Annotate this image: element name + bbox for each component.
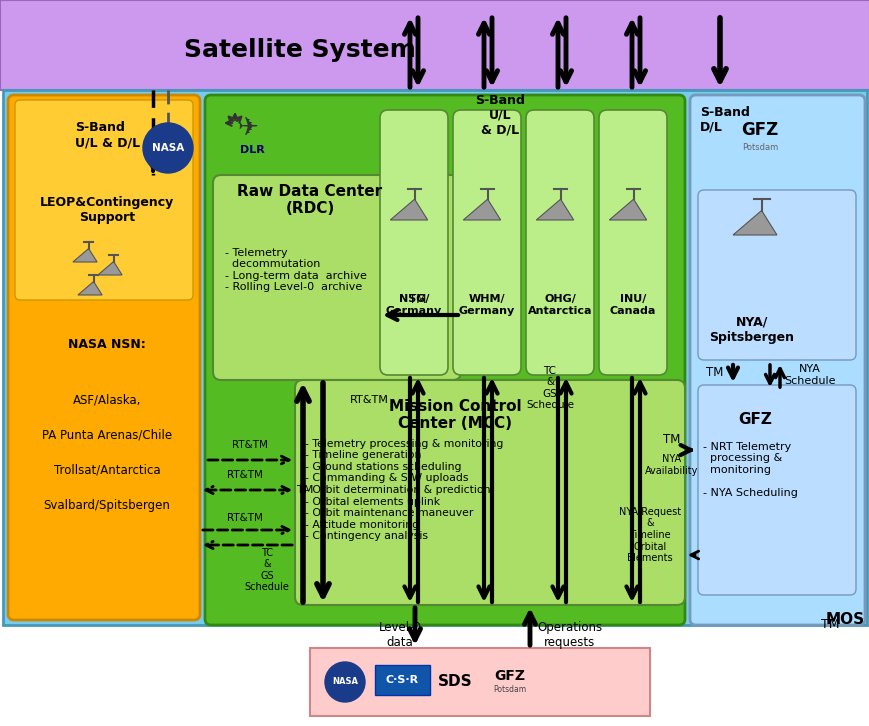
Text: NYA
Availability: NYA Availability (645, 454, 698, 476)
Text: RT&TM: RT&TM (227, 513, 262, 523)
Text: Mission Control
Center (MCC): Mission Control Center (MCC) (388, 399, 521, 431)
Text: TC
&
GS
Schedule: TC & GS Schedule (526, 366, 574, 410)
Text: GFZ: GFZ (740, 121, 778, 139)
Bar (0, 0, 869, 90)
Text: WHM/
Germany: WHM/ Germany (458, 294, 514, 316)
Text: NASA NSN:: NASA NSN: (68, 338, 146, 351)
FancyBboxPatch shape (15, 100, 193, 300)
Text: RT&TM: RT&TM (349, 395, 388, 405)
Text: ASF/Alaska,: ASF/Alaska, (73, 393, 141, 407)
Polygon shape (608, 199, 646, 220)
Polygon shape (463, 199, 501, 220)
Text: Potsdam: Potsdam (493, 685, 526, 695)
Text: ✈: ✈ (237, 116, 258, 140)
Text: Raw Data Center
(RDC): Raw Data Center (RDC) (237, 184, 382, 216)
Text: S-Band
D/L: S-Band D/L (700, 106, 749, 134)
FancyBboxPatch shape (697, 385, 855, 595)
Polygon shape (73, 248, 97, 262)
Text: NASA: NASA (152, 143, 184, 153)
Text: Operations
requests: Operations requests (537, 621, 602, 649)
FancyBboxPatch shape (213, 175, 461, 380)
Text: INU/
Canada: INU/ Canada (609, 294, 655, 316)
Text: NYA/
Spitsbergen: NYA/ Spitsbergen (709, 316, 793, 344)
Polygon shape (78, 282, 102, 295)
Text: NSG/
Germany: NSG/ Germany (386, 294, 441, 316)
Polygon shape (98, 261, 122, 275)
Text: OHG/
Antarctica: OHG/ Antarctica (527, 294, 592, 316)
Text: TM: TM (819, 619, 839, 632)
Text: NASA: NASA (332, 677, 357, 687)
Bar (375, 665, 429, 695)
Bar (3, 90, 866, 625)
Polygon shape (733, 211, 776, 235)
Text: RT&TM: RT&TM (227, 470, 262, 480)
Circle shape (143, 123, 193, 173)
Text: Satellite System: Satellite System (184, 38, 415, 62)
Text: TM: TM (296, 485, 313, 495)
Bar (309, 648, 649, 716)
Text: NYA
Schedule: NYA Schedule (783, 364, 835, 386)
Text: Svalbard/Spitsbergen: Svalbard/Spitsbergen (43, 499, 170, 512)
Text: C·S·R: C·S·R (385, 675, 418, 685)
Text: TM: TM (662, 433, 680, 446)
Text: SDS: SDS (437, 674, 472, 688)
Text: RT&TM: RT&TM (232, 440, 268, 450)
FancyBboxPatch shape (697, 190, 855, 360)
FancyBboxPatch shape (205, 95, 684, 625)
Text: GFZ: GFZ (494, 669, 525, 683)
FancyBboxPatch shape (380, 110, 448, 375)
Text: S-Band
U/L
& D/L: S-Band U/L & D/L (474, 94, 524, 136)
Text: PA Punta Arenas/Chile: PA Punta Arenas/Chile (42, 428, 172, 441)
FancyBboxPatch shape (689, 95, 864, 625)
Polygon shape (535, 199, 573, 220)
FancyBboxPatch shape (8, 95, 200, 620)
Text: - Telemetry processing & monitoring
- Timeline generation
- Ground stations sche: - Telemetry processing & monitoring - Ti… (305, 439, 503, 542)
Text: TC
&
GS
Schedule: TC & GS Schedule (244, 547, 289, 592)
Text: NYA Request
&
Timeline
Orbital
Elements: NYA Request & Timeline Orbital Elements (618, 507, 680, 563)
Text: Trollsat/Antarctica: Trollsat/Antarctica (54, 463, 160, 476)
Text: Level-0
data: Level-0 data (378, 621, 421, 649)
Text: S-Band
U/L & D/L: S-Band U/L & D/L (75, 121, 140, 149)
FancyBboxPatch shape (453, 110, 521, 375)
Text: LEOP&Contingency
Support: LEOP&Contingency Support (40, 196, 174, 224)
Text: TM: TM (408, 293, 426, 306)
Circle shape (325, 662, 365, 702)
FancyBboxPatch shape (295, 380, 684, 605)
Text: DLR: DLR (239, 145, 264, 155)
Text: - NRT Telemetry
  processing &
  monitoring

- NYA Scheduling: - NRT Telemetry processing & monitoring … (702, 442, 797, 498)
Text: MOS: MOS (825, 613, 864, 627)
FancyBboxPatch shape (526, 110, 594, 375)
Text: Potsdam: Potsdam (741, 144, 777, 152)
FancyBboxPatch shape (599, 110, 667, 375)
Text: GFZ: GFZ (737, 412, 771, 428)
Text: TM: TM (706, 367, 723, 380)
Polygon shape (390, 199, 428, 220)
Text: - Telemetry
  decommutation
- Long-term data  archive
- Rolling Level-0  archive: - Telemetry decommutation - Long-term da… (225, 248, 367, 293)
